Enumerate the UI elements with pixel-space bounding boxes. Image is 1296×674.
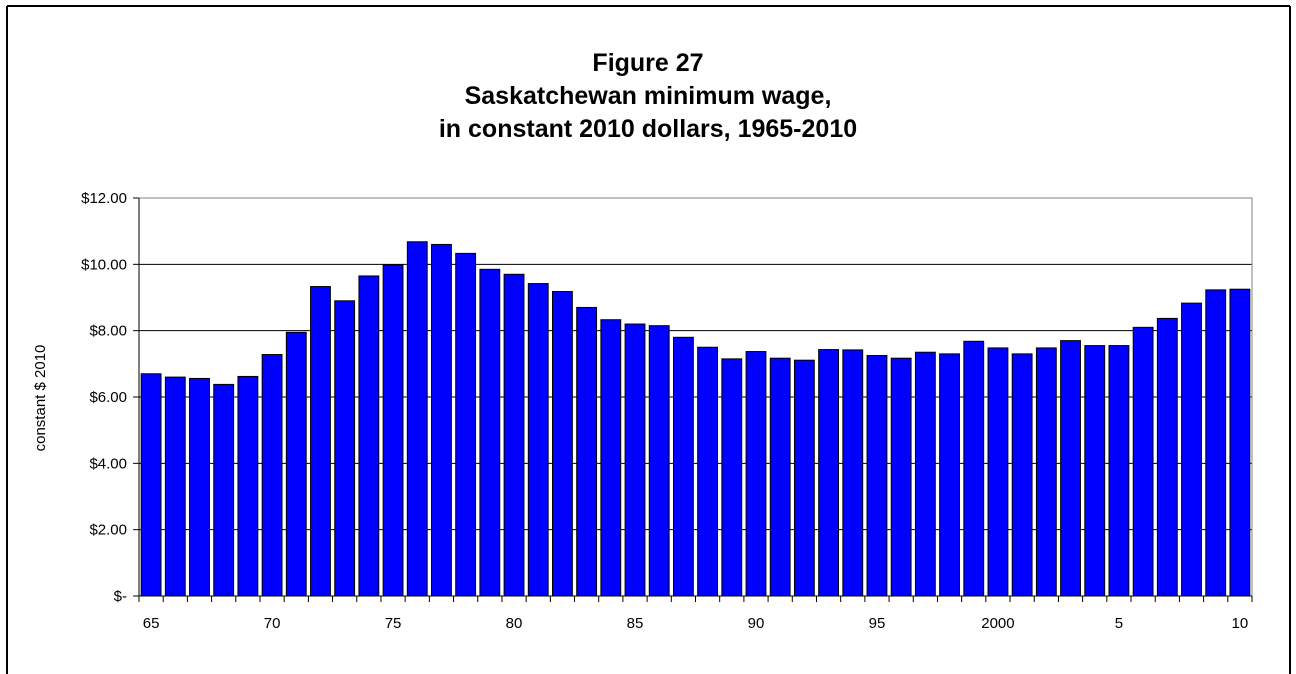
bar-1970	[261, 354, 283, 597]
bar-1981	[527, 283, 549, 597]
bar-1990	[745, 351, 767, 597]
y-tick-label: $6.00	[89, 389, 127, 406]
y-tick-label: $10.00	[81, 256, 127, 273]
bar-2007	[1156, 317, 1178, 597]
bar-1985	[624, 323, 646, 597]
bar-1995	[866, 355, 888, 597]
chart-title-line-2: Saskatchewan minimum wage,	[465, 82, 832, 110]
chart-title-line-1: Figure 27	[592, 49, 703, 77]
bar-1983	[576, 306, 598, 597]
bar-1986	[648, 325, 670, 597]
axes	[133, 197, 1253, 602]
bar-1992	[793, 359, 815, 597]
bar-1989	[721, 358, 743, 597]
bar-2002	[1035, 347, 1057, 597]
x-tick-label: 2000	[981, 615, 1014, 632]
bar-1980	[503, 273, 525, 597]
bar-1966	[164, 376, 186, 597]
x-tick-label: 75	[385, 615, 402, 632]
x-tick-label: 65	[143, 615, 160, 632]
bar-2006	[1132, 326, 1154, 597]
bar-1999	[963, 340, 985, 597]
x-tick-label: 85	[627, 615, 644, 632]
chart-title-line-3: in constant 2010 dollars, 1965-2010	[439, 115, 857, 143]
y-tick-label: $-	[114, 588, 127, 605]
bar-1988	[697, 346, 719, 597]
bar-1997	[914, 351, 936, 597]
bar-1974	[358, 275, 380, 597]
x-tick-label: 80	[506, 615, 523, 632]
y-tick-label: $8.00	[89, 323, 127, 340]
bar-1967	[189, 377, 210, 597]
bar-2004	[1084, 345, 1106, 597]
bar-1971	[285, 331, 307, 597]
bar-1979	[479, 268, 501, 597]
bar-1993	[818, 349, 839, 597]
bar-2000	[987, 347, 1009, 597]
bar-1982	[552, 291, 573, 597]
x-tick-label: 10	[1232, 615, 1249, 632]
bar-1984	[600, 319, 622, 597]
x-tick-label: 5	[1115, 615, 1123, 632]
bar-2008	[1181, 302, 1202, 597]
bar-1973	[334, 300, 356, 597]
bar-2009	[1205, 289, 1227, 597]
x-tick-label: 70	[264, 615, 281, 632]
y-tick-label: $2.00	[89, 522, 127, 539]
x-tick-label: 90	[748, 615, 765, 632]
y-tick-labels: $- $2.00 $4.00 $6.00 $8.00 $10.00 $12.00	[81, 190, 127, 605]
bar-1987	[672, 336, 694, 597]
bar-2010	[1229, 288, 1251, 597]
bar-1975	[382, 264, 404, 597]
y-tick-label: $12.00	[81, 190, 127, 207]
bar-1965	[140, 373, 162, 597]
bar-1998	[939, 353, 960, 597]
bar-1968	[213, 383, 235, 597]
bar-1991	[769, 357, 791, 597]
x-tick-labels: 65 70 75 80 85 90 95 2000 5 10	[143, 615, 1248, 632]
y-axis-title: constant $ 2010	[32, 345, 49, 452]
bar-2005	[1108, 345, 1130, 597]
x-tick-label: 95	[869, 615, 886, 632]
bar-1994	[842, 349, 864, 597]
bar-2003	[1060, 340, 1081, 597]
bar-1996	[890, 357, 912, 597]
y-tick-label: $4.00	[89, 455, 127, 472]
bar-2001	[1011, 353, 1033, 597]
bar-1972	[310, 286, 331, 597]
bar-1978	[455, 252, 477, 597]
bar-1969	[237, 375, 259, 597]
bar-1976	[406, 241, 428, 597]
bar-1977	[431, 243, 452, 597]
